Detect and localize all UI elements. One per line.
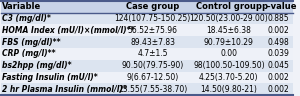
FancyBboxPatch shape	[1, 60, 293, 72]
Text: 2 hr Plasma Insulin (mmol/l)*: 2 hr Plasma Insulin (mmol/l)*	[2, 85, 127, 94]
Text: FBS (mg/dl)**: FBS (mg/dl)**	[2, 38, 61, 47]
Text: 0.045: 0.045	[268, 61, 290, 70]
Text: 89.43±7.83: 89.43±7.83	[130, 38, 175, 47]
FancyBboxPatch shape	[1, 24, 293, 36]
Text: 4.25(3.70-5.20): 4.25(3.70-5.20)	[199, 73, 259, 82]
Text: 90.50(79.75-90): 90.50(79.75-90)	[122, 61, 184, 70]
FancyBboxPatch shape	[1, 72, 293, 84]
Text: p-value: p-value	[261, 2, 296, 11]
Text: 120.50(23.00-29.00): 120.50(23.00-29.00)	[190, 14, 268, 23]
Text: 0.885: 0.885	[268, 14, 290, 23]
Text: CRP (mg/l)**: CRP (mg/l)**	[2, 49, 56, 58]
Text: 0.002: 0.002	[268, 85, 290, 94]
Text: Fasting Insulin (mU/l)*: Fasting Insulin (mU/l)*	[2, 73, 98, 82]
Text: 9(6.67-12.50): 9(6.67-12.50)	[127, 73, 179, 82]
Text: Case group: Case group	[126, 2, 179, 11]
Text: 0.00: 0.00	[220, 49, 237, 58]
Text: 18.45±6.38: 18.45±6.38	[206, 26, 251, 35]
Text: 23.55(7.55-38.70): 23.55(7.55-38.70)	[118, 85, 188, 94]
Text: 0.498: 0.498	[268, 38, 290, 47]
FancyBboxPatch shape	[1, 12, 293, 24]
Text: 14.50(9.80-21): 14.50(9.80-21)	[200, 85, 257, 94]
Text: bs2hpp (mg/dl)*: bs2hpp (mg/dl)*	[2, 61, 72, 70]
Text: 98(100.50-109.50): 98(100.50-109.50)	[193, 61, 265, 70]
FancyBboxPatch shape	[1, 48, 293, 60]
Text: 56.52±75.96: 56.52±75.96	[128, 26, 178, 35]
Text: 90.79±10.29: 90.79±10.29	[204, 38, 254, 47]
Text: Control group: Control group	[196, 2, 262, 11]
Text: C3 (mg/dl)*: C3 (mg/dl)*	[2, 14, 51, 23]
Text: Variable: Variable	[2, 2, 41, 11]
Text: 0.039: 0.039	[268, 49, 290, 58]
Text: 4.7±1.5: 4.7±1.5	[137, 49, 168, 58]
FancyBboxPatch shape	[1, 36, 293, 48]
FancyBboxPatch shape	[1, 84, 293, 95]
FancyBboxPatch shape	[1, 1, 293, 12]
Text: 0.002: 0.002	[268, 73, 290, 82]
Text: 0.002: 0.002	[268, 26, 290, 35]
Text: 124(107.75-150.25): 124(107.75-150.25)	[115, 14, 191, 23]
Text: HOMA Index (mU/l)×(mmol/l)**: HOMA Index (mU/l)×(mmol/l)**	[2, 26, 135, 35]
